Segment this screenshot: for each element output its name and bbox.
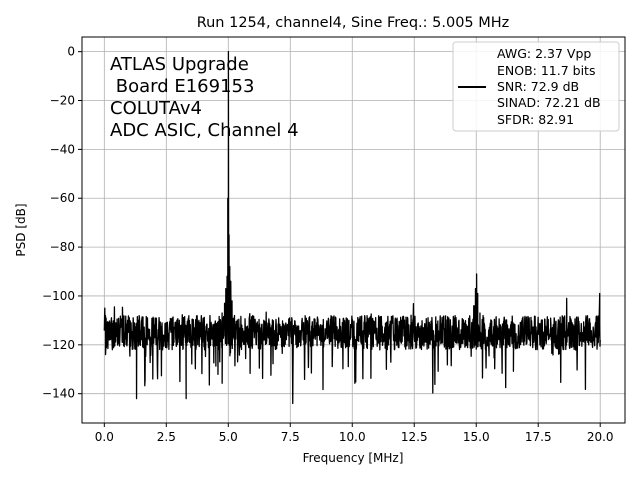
y-ticks: 0 −20 −40 −60 −80 −100 −120 −140 bbox=[42, 45, 82, 401]
y-tick-label: −80 bbox=[50, 240, 75, 254]
chart-title: Run 1254, channel4, Sine Freq.: 5.005 MH… bbox=[197, 15, 510, 31]
x-tick-label: 15.0 bbox=[463, 430, 490, 444]
x-tick-label: 7.5 bbox=[281, 430, 300, 444]
x-tick-label: 17.5 bbox=[525, 430, 552, 444]
y-tick-label: −20 bbox=[50, 94, 75, 108]
annotation-line-4: ADC ASIC, Channel 4 bbox=[110, 120, 299, 141]
annotation-line-1: ATLAS Upgrade bbox=[110, 54, 249, 75]
y-tick-label: −100 bbox=[42, 289, 75, 303]
x-tick-label: 20.0 bbox=[587, 430, 614, 444]
plot-frame bbox=[81, 36, 626, 424]
y-tick-label: −140 bbox=[42, 387, 75, 401]
annotation-line-3: COLUTAv4 bbox=[110, 98, 202, 119]
x-ticks: 0.0 2.5 5.0 7.5 10.0 12.5 15.0 17.5 20.0 bbox=[95, 423, 614, 444]
psd-series-line bbox=[103, 51, 601, 405]
y-tick-label: −60 bbox=[50, 191, 75, 205]
legend: AWG: 2.37 Vpp ENOB: 11.7 bits SNR: 72.9 … bbox=[452, 41, 620, 132]
x-axis-label: Frequency [MHz] bbox=[303, 451, 404, 465]
data-layer bbox=[103, 51, 601, 405]
x-tick-label: 10.0 bbox=[339, 430, 366, 444]
legend-entry-enob: ENOB: 11.7 bits bbox=[497, 63, 595, 78]
legend-entry-awg: AWG: 2.37 Vpp bbox=[497, 46, 591, 61]
y-tick-label: −120 bbox=[42, 338, 75, 352]
legend-box bbox=[452, 41, 620, 132]
x-tick-label: 5.0 bbox=[219, 430, 238, 444]
x-tick-label: 12.5 bbox=[401, 430, 428, 444]
y-tick-label: −40 bbox=[50, 142, 75, 156]
x-tick-label: 0.0 bbox=[95, 430, 114, 444]
x-tick-label: 2.5 bbox=[157, 430, 176, 444]
legend-entry-sfdr: SFDR: 82.91 bbox=[497, 112, 574, 127]
legend-entry-snr: SNR: 72.9 dB bbox=[497, 79, 579, 94]
y-axis-label: PSD [dB] bbox=[14, 203, 28, 256]
annotation-line-2: Board E169153 bbox=[110, 76, 254, 97]
annotation-block: ATLAS Upgrade Board E169153 COLUTAv4 ADC… bbox=[110, 54, 299, 141]
y-tick-label: 0 bbox=[67, 45, 75, 59]
legend-entry-sinad: SINAD: 72.21 dB bbox=[497, 95, 601, 110]
